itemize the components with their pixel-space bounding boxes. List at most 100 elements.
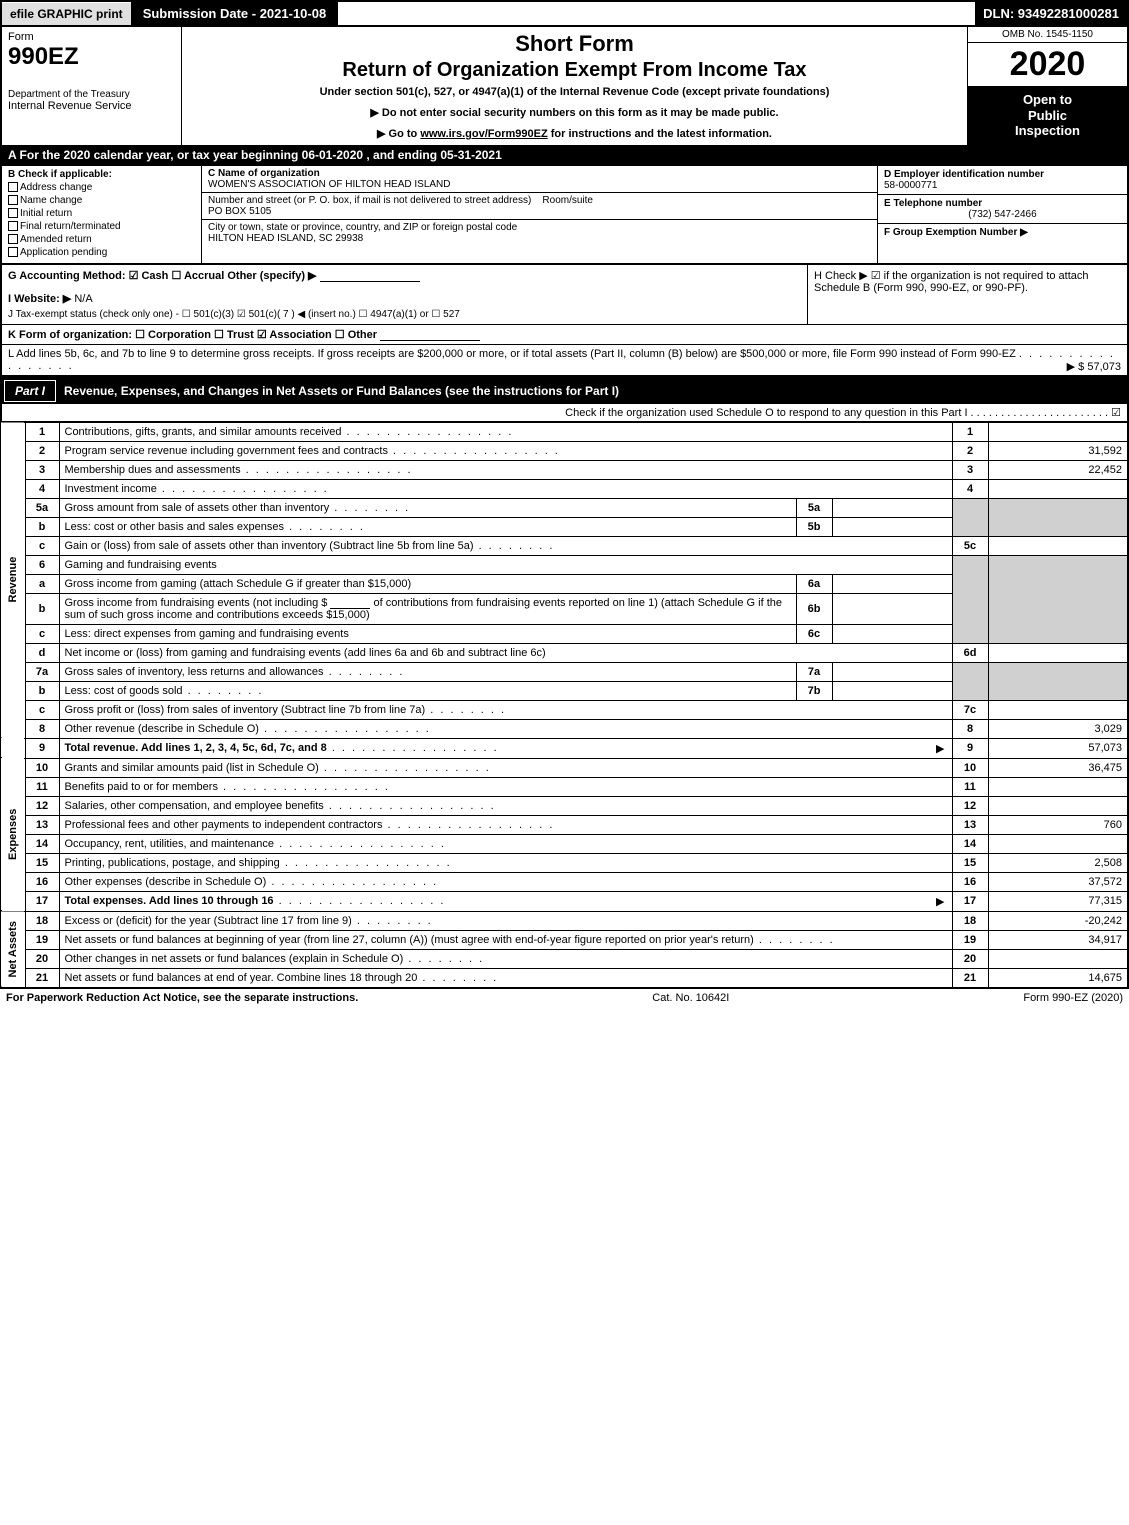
- row-19-ref: 19: [952, 930, 988, 949]
- row-6c-sval: [832, 624, 952, 643]
- dots-icon: [218, 781, 390, 793]
- header-mid: Short Form Return of Organization Exempt…: [182, 27, 967, 145]
- irs-link[interactable]: www.irs.gov/Form990EZ: [420, 128, 547, 140]
- row-19-text: Net assets or fund balances at beginning…: [65, 934, 754, 946]
- line-l-text: L Add lines 5b, 6c, and 7b to line 9 to …: [8, 348, 1016, 360]
- row-17-text: Total expenses. Add lines 10 through 16: [65, 895, 274, 907]
- arrow-icon: [934, 742, 946, 755]
- row-9-val: 57,073: [988, 738, 1128, 758]
- row-17: 17 Total expenses. Add lines 10 through …: [1, 891, 1128, 911]
- tax-period: A For the 2020 calendar year, or tax yea…: [0, 145, 1129, 165]
- dots-icon: [388, 445, 560, 457]
- dots-icon: [329, 502, 410, 514]
- goto-post: for instructions and the latest informat…: [548, 128, 772, 140]
- row-2-ref: 2: [952, 441, 988, 460]
- dots-icon: [324, 800, 496, 812]
- row-6d-desc: Net income or (loss) from gaming and fun…: [59, 643, 952, 662]
- expenses-side-label: Expenses: [1, 758, 25, 911]
- org-other-input[interactable]: [380, 329, 480, 341]
- line-g-h: G Accounting Method: ☑ Cash ☐ Accrual Ot…: [0, 265, 1129, 325]
- row-9-desc: Total revenue. Add lines 1, 2, 3, 4, 5c,…: [59, 738, 952, 758]
- ein-value: 58-0000771: [884, 180, 1121, 191]
- row-20-ref: 20: [952, 949, 988, 968]
- open-line1: Open to: [972, 92, 1123, 108]
- accounting-other-input[interactable]: [320, 270, 420, 282]
- dots-icon: [425, 704, 506, 716]
- ssn-warning: ▶ Do not enter social security numbers o…: [188, 106, 961, 119]
- footer-catalog: Cat. No. 10642I: [358, 992, 1023, 1004]
- row-13: 13 Professional fees and other payments …: [1, 815, 1128, 834]
- form-header: Form 990EZ Department of the Treasury In…: [0, 27, 1129, 145]
- dots-icon: [474, 540, 555, 552]
- row-6a-num: a: [25, 574, 59, 593]
- row-7b-sref: 7b: [796, 681, 832, 700]
- row-17-desc: Total expenses. Add lines 10 through 16: [59, 891, 952, 911]
- part1-schedule-o-check: Check if the organization used Schedule …: [0, 404, 1129, 421]
- subtitle: Under section 501(c), 527, or 4947(a)(1)…: [188, 86, 961, 98]
- row-11-val: [988, 777, 1128, 796]
- row-5ab-val-shade: [988, 498, 1128, 536]
- row-6b-contrib-input[interactable]: [330, 597, 370, 609]
- line-l: L Add lines 5b, 6c, and 7b to line 9 to …: [0, 345, 1129, 376]
- row-5a-text: Gross amount from sale of assets other t…: [65, 502, 330, 514]
- row-13-desc: Professional fees and other payments to …: [59, 815, 952, 834]
- row-10: Expenses 10 Grants and similar amounts p…: [1, 758, 1128, 777]
- line-j: J Tax-exempt status (check only one) - ☐…: [8, 309, 801, 320]
- street-label: Number and street (or P. O. box, if mail…: [208, 195, 531, 206]
- chk-amended-return-label: Amended return: [20, 234, 92, 245]
- website-value: N/A: [74, 293, 92, 305]
- city-value: HILTON HEAD ISLAND, SC 29938: [208, 233, 871, 244]
- row-16-ref: 16: [952, 872, 988, 891]
- row-5c: c Gain or (loss) from sale of assets oth…: [1, 536, 1128, 555]
- street-value: PO BOX 5105: [208, 206, 871, 217]
- row-11-num: 11: [25, 777, 59, 796]
- org-name: WOMEN'S ASSOCIATION OF HILTON HEAD ISLAN…: [208, 179, 871, 190]
- goto-pre: ▶ Go to: [377, 128, 420, 140]
- row-6-val-shade: [988, 555, 1128, 643]
- row-7ab-val-shade: [988, 662, 1128, 700]
- row-10-num: 10: [25, 758, 59, 777]
- row-14-desc: Occupancy, rent, utilities, and maintena…: [59, 834, 952, 853]
- row-9-text: Total revenue. Add lines 1, 2, 3, 4, 5c,…: [65, 742, 327, 754]
- row-6d-val: [988, 643, 1128, 662]
- row-9-num: 9: [25, 738, 59, 758]
- row-21-num: 21: [25, 968, 59, 988]
- chk-name-change: Name change: [8, 195, 195, 206]
- row-11-desc: Benefits paid to or for members: [59, 777, 952, 796]
- row-18-num: 18: [25, 911, 59, 930]
- row-3-ref: 3: [952, 460, 988, 479]
- row-6a-sref: 6a: [796, 574, 832, 593]
- chk-application-pending-label: Application pending: [20, 247, 107, 258]
- form-label: Form: [8, 31, 175, 43]
- row-7c: c Gross profit or (loss) from sales of i…: [1, 700, 1128, 719]
- open-line3: Inspection: [972, 123, 1123, 139]
- entity-info-block: B Check if applicable: Address change Na…: [0, 165, 1129, 265]
- row-19-num: 19: [25, 930, 59, 949]
- dots-icon: [241, 464, 413, 476]
- row-15-num: 15: [25, 853, 59, 872]
- row-4-num: 4: [25, 479, 59, 498]
- row-6d: d Net income or (loss) from gaming and f…: [1, 643, 1128, 662]
- row-5b-sval: [832, 517, 952, 536]
- dots-icon: [403, 953, 484, 965]
- line-k: K Form of organization: ☐ Corporation ☐ …: [0, 325, 1129, 345]
- row-15-desc: Printing, publications, postage, and shi…: [59, 853, 952, 872]
- dots-icon: [259, 723, 431, 735]
- footer-right: Form 990-EZ (2020): [1023, 992, 1123, 1004]
- row-1-val: [988, 422, 1128, 442]
- dots-icon: [352, 915, 433, 927]
- row-7ab-ref-shade: [952, 662, 988, 700]
- row-5b-num: b: [25, 517, 59, 536]
- row-18-desc: Excess or (deficit) for the year (Subtra…: [59, 911, 952, 930]
- row-5b-sref: 5b: [796, 517, 832, 536]
- row-21-val: 14,675: [988, 968, 1128, 988]
- row-6-num: 6: [25, 555, 59, 574]
- row-2-desc: Program service revenue including govern…: [59, 441, 952, 460]
- row-14-num: 14: [25, 834, 59, 853]
- dots-icon: [382, 819, 554, 831]
- dln-label: DLN: 93492281000281: [975, 2, 1127, 25]
- row-6: 6 Gaming and fundraising events: [1, 555, 1128, 574]
- row-7b-sval: [832, 681, 952, 700]
- row-11-ref: 11: [952, 777, 988, 796]
- row-12-ref: 12: [952, 796, 988, 815]
